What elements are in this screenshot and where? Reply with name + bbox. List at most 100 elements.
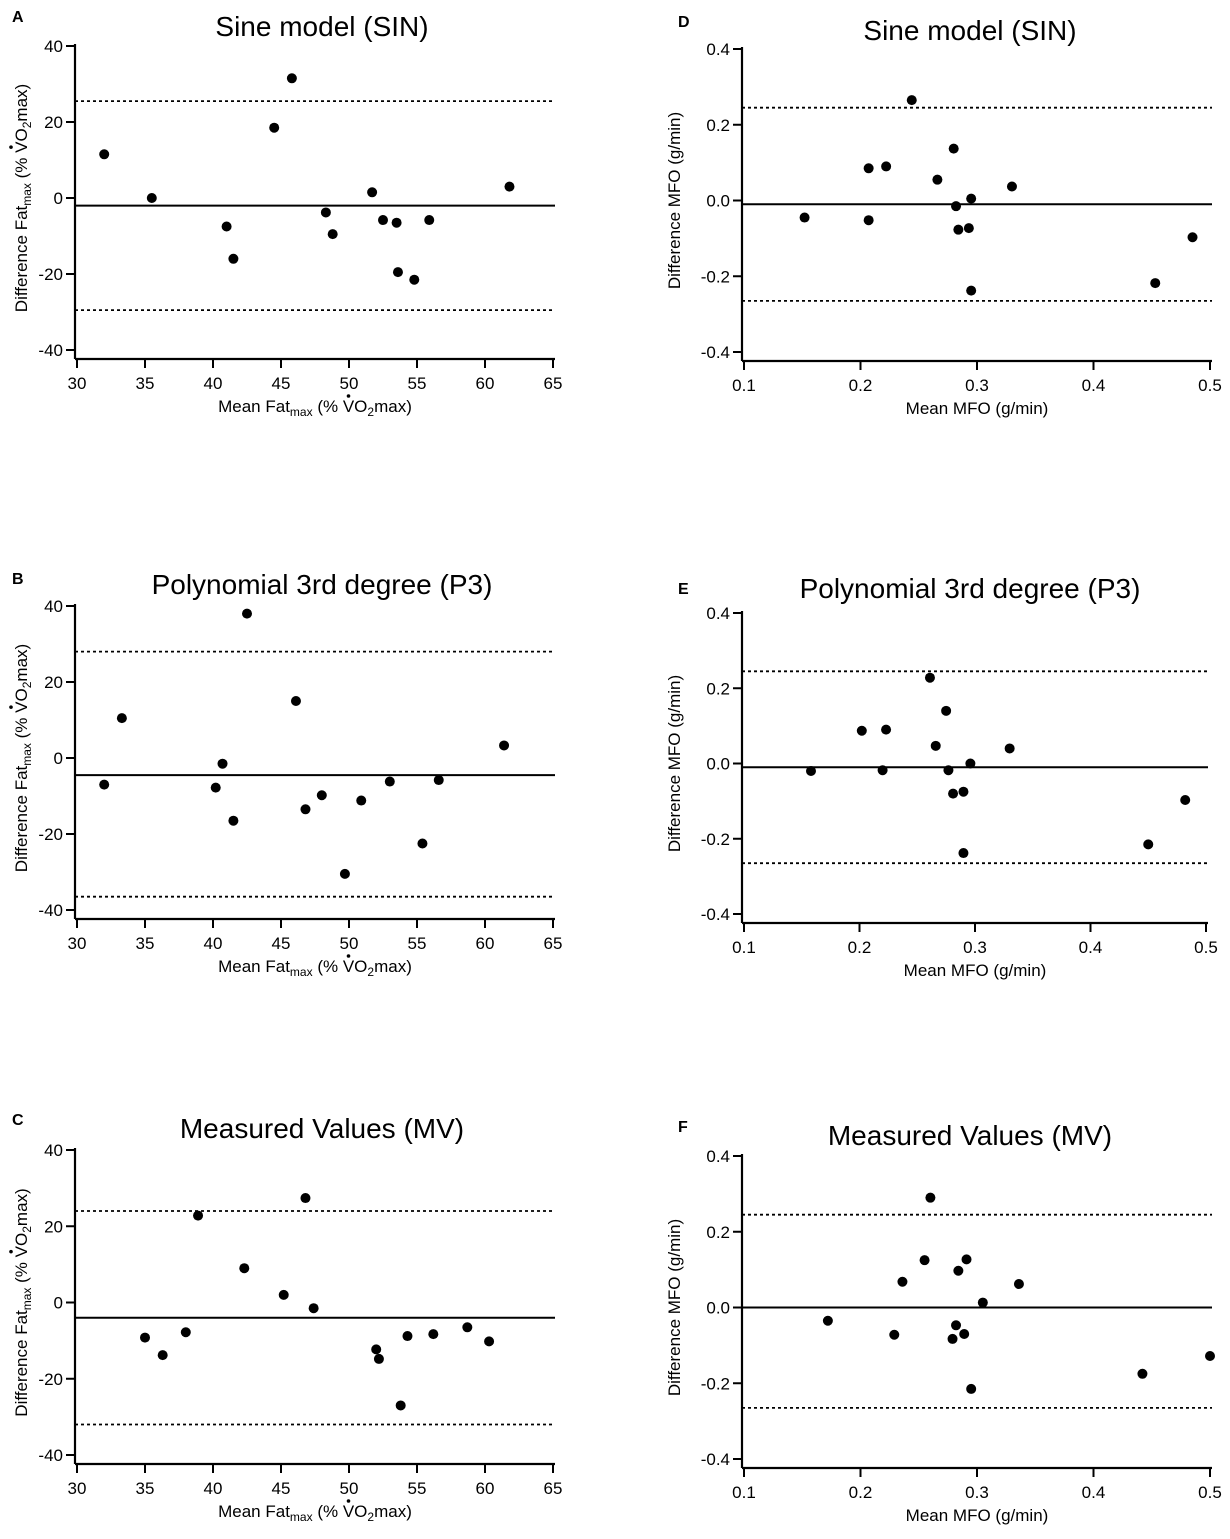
panel-b-point [316,790,327,801]
panel-d-point [799,212,810,223]
panel-f-y-tick-label: 0.0 [706,1299,730,1318]
panel-f-point [889,1329,900,1340]
panel-a-point [269,122,280,133]
panel-f-point [966,1383,977,1394]
panel-e-x-tick-label: 0.2 [848,938,872,957]
panel-a-x-tick-label: 60 [476,374,495,393]
panel-b-point [116,713,127,724]
panel-a-point [320,207,331,218]
panel-b-title: Polynomial 3rd degree (P3) [152,569,493,600]
panel-b-point [300,804,311,815]
panel-f-point [897,1276,908,1287]
panel-a-x-tick-label: 55 [408,374,427,393]
panel-e-y-tick-label: -0.2 [701,830,730,849]
panel-e-point [930,740,941,751]
panel-d-point [951,201,962,212]
panel-c-point [278,1289,289,1300]
panel-f-letter: F [678,1119,688,1136]
panel-f-point [977,1297,988,1308]
panel-c-point [371,1344,382,1355]
panel-c-point [395,1400,406,1411]
panel-d-point [1006,181,1017,192]
panel-c-x-tick-label: 40 [204,1479,223,1498]
panel-b-point [242,608,252,619]
panel-c-point [180,1327,191,1338]
panel-e-x-tick-label: 0.4 [1079,938,1103,957]
panel-a-point [424,215,435,226]
panel-c-point [428,1329,439,1340]
panel-e-y-label: Difference MFO (g/min) [665,675,684,852]
panel-c-point [308,1303,319,1314]
panel-b-y-tick-label: 0 [54,749,63,768]
panel-b-x-tick-label: 50 [340,934,359,953]
panel-c-point [484,1336,495,1347]
panel-a-title: Sine model (SIN) [215,11,428,42]
panel-f-y-label: Difference MFO (g/min) [665,1219,684,1396]
panel-a-y-tick-label: -20 [38,265,63,284]
panel-a-x-tick-label: 30 [68,374,87,393]
panel-d-x-tick-label: 0.1 [732,376,756,395]
panel-b-point [339,868,350,879]
panel-f-y-tick-label: -0.2 [701,1374,730,1393]
panel-c-x-tick-label: 50 [340,1479,359,1498]
panel-a-y-tick-label: -40 [38,341,63,360]
panel-e-point [965,758,976,769]
panel-a-y-tick-label: 0 [54,189,63,208]
panel-f-point [822,1315,833,1326]
panel-f-point [1013,1279,1024,1290]
panel-d-y-tick-label: 0.4 [706,40,730,59]
panel-d-x-tick-label: 0.3 [965,376,989,395]
panel-b-point [384,776,395,787]
panel-f-point [947,1333,958,1344]
panel-b-x-label: Mean Fatmax (% VO2max) [218,957,412,979]
panel-a-y-tick-label: 40 [44,37,63,56]
panel-b-point [433,775,444,786]
panel-f-x-tick-label: 0.4 [1082,1483,1106,1502]
panel-b-point [356,795,367,806]
panel-c-x-tick-label: 65 [544,1479,563,1498]
panel-c-point [300,1193,311,1204]
panel-f-title: Measured Values (MV) [828,1120,1112,1151]
rate-dot-mark [9,705,13,709]
panel-c-x-tick-label: 30 [68,1479,87,1498]
panel-f-point [925,1192,936,1203]
panel-e-point [856,725,867,736]
panel-b-x-tick-label: 35 [136,934,155,953]
panel-a-x-tick-label: 45 [272,374,291,393]
panel-f-point [961,1254,972,1265]
panel-b-point [290,696,301,706]
panel-c-point [462,1322,473,1333]
panel-a-letter: A [12,9,24,26]
panel-d-point [932,174,943,185]
panel-e-letter: E [678,581,689,598]
panel-d-y-tick-label: 0.0 [706,192,730,211]
panel-c-point [402,1331,413,1342]
panel-c-y-label: Difference Fatmax (% VO2max) [12,1188,34,1416]
panel-d-x-tick-label: 0.4 [1082,376,1106,395]
panel-e-point [805,766,816,777]
panel-b-y-tick-label: 20 [44,673,63,692]
panel-c-x-tick-label: 45 [272,1479,291,1498]
panel-b-point [217,758,228,769]
panel-e-point [958,786,969,797]
panel-f-x-tick-label: 0.5 [1198,1483,1222,1502]
panel-a-point [378,215,388,226]
panel-a-y-label: Difference Fatmax (% VO2max) [12,84,34,312]
rate-dot-mark [346,954,351,958]
panel-e-x-tick-label: 0.3 [963,938,987,957]
rate-dot-mark [346,394,351,398]
panel-e-x-label: Mean MFO (g/min) [904,961,1047,980]
panel-e-point [877,765,888,776]
panel-b-point [228,815,239,826]
panel-a-point [504,181,515,192]
panel-d-point [963,223,974,234]
panel-d-x-label: Mean MFO (g/min) [906,399,1049,418]
panel-d-y-label: Difference MFO (g/min) [665,112,684,289]
panel-d-x-tick-label: 0.5 [1198,376,1222,395]
rate-dot-mark [346,1499,351,1503]
panel-a-x-tick-label: 50 [340,374,359,393]
panel-c-y-tick-label: -40 [38,1446,63,1465]
panel-a-x-label: Mean Fatmax (% VO2max) [218,397,412,419]
panel-b-point [210,782,221,793]
panel-f-point [919,1255,930,1266]
